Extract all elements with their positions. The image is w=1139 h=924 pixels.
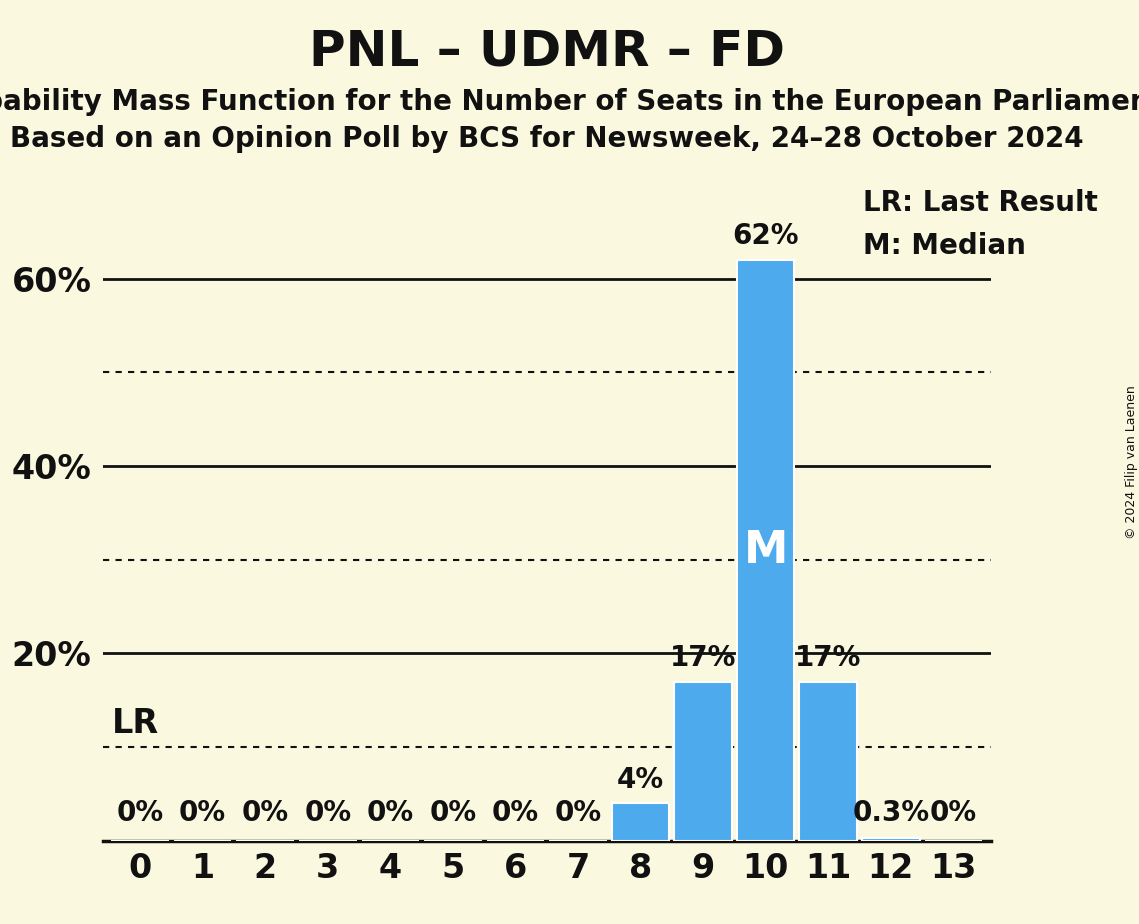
Text: 0%: 0% bbox=[241, 798, 289, 827]
Bar bbox=[862, 838, 919, 841]
Bar bbox=[674, 682, 732, 841]
Text: 0%: 0% bbox=[555, 798, 601, 827]
Text: Based on an Opinion Poll by BCS for Newsweek, 24–28 October 2024: Based on an Opinion Poll by BCS for News… bbox=[10, 125, 1083, 152]
Bar bbox=[612, 803, 670, 841]
Bar bbox=[737, 260, 795, 841]
Text: 0%: 0% bbox=[116, 798, 164, 827]
Text: 0%: 0% bbox=[492, 798, 539, 827]
Bar bbox=[800, 682, 857, 841]
Text: © 2024 Filip van Laenen: © 2024 Filip van Laenen bbox=[1124, 385, 1138, 539]
Text: 0%: 0% bbox=[929, 798, 977, 827]
Text: 0%: 0% bbox=[304, 798, 351, 827]
Text: 0.3%: 0.3% bbox=[852, 798, 929, 827]
Text: LR: Last Result: LR: Last Result bbox=[862, 189, 1098, 217]
Text: 62%: 62% bbox=[732, 223, 798, 250]
Text: 4%: 4% bbox=[617, 766, 664, 794]
Text: 0%: 0% bbox=[367, 798, 413, 827]
Text: PNL – UDMR – FD: PNL – UDMR – FD bbox=[309, 28, 785, 76]
Text: LR: LR bbox=[112, 707, 159, 739]
Text: 0%: 0% bbox=[429, 798, 476, 827]
Text: Probability Mass Function for the Number of Seats in the European Parliament: Probability Mass Function for the Number… bbox=[0, 88, 1139, 116]
Text: M: M bbox=[744, 529, 788, 572]
Text: 17%: 17% bbox=[670, 644, 736, 672]
Text: M: Median: M: Median bbox=[862, 232, 1025, 260]
Text: 0%: 0% bbox=[179, 798, 227, 827]
Text: 17%: 17% bbox=[795, 644, 861, 672]
